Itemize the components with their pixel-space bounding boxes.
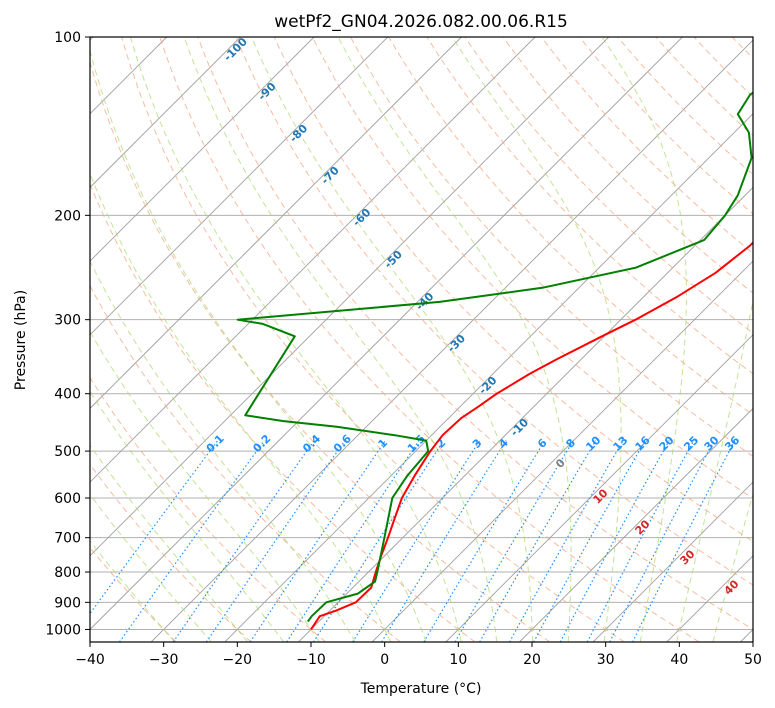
x-tick-label: 10 <box>449 652 467 668</box>
x-axis-label: Temperature (°C) <box>360 681 482 697</box>
mixing-ratio-line <box>249 440 386 642</box>
x-tick-label: 0 <box>380 652 389 668</box>
mixing-ratio-line <box>172 440 315 642</box>
x-tick-label: 30 <box>597 652 615 668</box>
y-tick-label: 500 <box>54 444 81 460</box>
dry-adiabat-line <box>90 284 401 642</box>
mixing-ratio-line <box>509 440 624 642</box>
y-tick-label: 700 <box>54 531 81 547</box>
dry-adiabat-line <box>90 463 252 642</box>
moist-adiabat-line <box>251 37 533 642</box>
mixing-ratio-line <box>90 440 219 615</box>
isotherm-gridline <box>371 260 753 642</box>
x-tick-label: −30 <box>149 652 179 668</box>
temperature-profile-line <box>310 241 753 630</box>
dry-adiabat-line <box>235 37 753 586</box>
y-axis-label: Pressure (hPa) <box>13 290 29 390</box>
isotherm-gridline <box>90 37 683 631</box>
isotherm-gridline <box>90 37 610 557</box>
mixing-ratio-line <box>586 440 695 642</box>
dry-adiabat-line <box>197 37 753 630</box>
y-tick-label: 900 <box>54 595 81 611</box>
dry-adiabat-line <box>121 37 625 642</box>
moist-adiabat-line <box>451 37 622 642</box>
moist-adiabat-line <box>90 172 392 642</box>
plot-area: -100-90-80-70-60-50-40-30-20-100.1 0.2 0.4… <box>90 37 753 642</box>
x-tick-label: −20 <box>223 652 253 668</box>
isotherm-gridline <box>519 407 753 642</box>
dewpoint-profile-line <box>236 91 753 623</box>
y-tick-label: 100 <box>54 30 81 46</box>
dry-adiabat-line <box>617 37 753 176</box>
y-tick-label: 600 <box>54 491 81 507</box>
mixing-ratio-line <box>286 440 420 642</box>
mixing-ratio-line <box>454 440 574 642</box>
dry-adiabat-line <box>388 37 753 416</box>
isotherm-gridline <box>90 37 536 483</box>
y-tick-label: 1000 <box>45 622 81 638</box>
x-tick-label: 40 <box>670 652 688 668</box>
y-tick-label: 300 <box>54 313 81 329</box>
dry-adiabats <box>90 37 753 642</box>
isotherm-gridline <box>592 481 753 642</box>
y-tick-label: 200 <box>54 208 81 224</box>
y-tick-label: 800 <box>54 565 81 581</box>
mixing-ratio-line <box>423 440 546 642</box>
x-tick-label: −40 <box>75 652 105 668</box>
isotherm-gridlines <box>90 37 753 642</box>
moist-adiabat-line <box>90 444 248 642</box>
isotherm-gridline <box>224 113 753 642</box>
moist-adiabat-line <box>90 260 356 642</box>
isotherm-gridline <box>150 39 753 642</box>
x-tick-label: 50 <box>744 652 762 668</box>
mixing-ratio-line <box>119 440 265 642</box>
isotherm-gridline <box>90 37 462 410</box>
y-axis-ticks: 100 200 300 400 500 600 700 800 900 1000 <box>45 30 90 638</box>
mixing-ratio-lines <box>90 440 736 642</box>
isotherm-gridline <box>90 37 241 189</box>
moist-adiabat-line <box>90 48 427 642</box>
sounding-series <box>236 91 753 630</box>
moist-adiabat-line <box>676 297 753 642</box>
dry-adiabat-line <box>502 37 753 294</box>
y-tick-label: 400 <box>54 387 81 403</box>
x-axis-ticks: −40 −30 −20 −10 0 10 20 30 40 50 <box>75 642 762 668</box>
dry-adiabat-line <box>159 37 700 642</box>
mixing-ratio-line <box>479 440 597 642</box>
moist-adiabat-line <box>90 493 212 642</box>
dry-adiabat-line <box>464 37 753 334</box>
dry-adiabat-line <box>579 37 753 215</box>
moist-adiabat-line <box>90 390 285 642</box>
dry-adiabat-line <box>90 60 551 642</box>
mixing-ratio-line <box>609 440 715 642</box>
chart-title: wetPf2_GN04.2026.082.00.06.R15 <box>274 12 568 32</box>
isotherm-gridline <box>445 334 753 642</box>
x-tick-label: 20 <box>523 652 541 668</box>
plot-frame <box>89 36 754 643</box>
x-tick-label: −10 <box>296 652 326 668</box>
dry-adiabat-line <box>311 37 753 500</box>
dry-adiabat-line <box>350 37 753 457</box>
mixing-ratio-line <box>381 440 507 642</box>
mixing-ratio-line <box>205 440 346 642</box>
isotherm-gridline <box>90 37 389 336</box>
mixing-ratio-line <box>632 440 736 642</box>
isotherm-gridline <box>90 37 315 262</box>
moist-adiabat-line <box>90 540 176 642</box>
